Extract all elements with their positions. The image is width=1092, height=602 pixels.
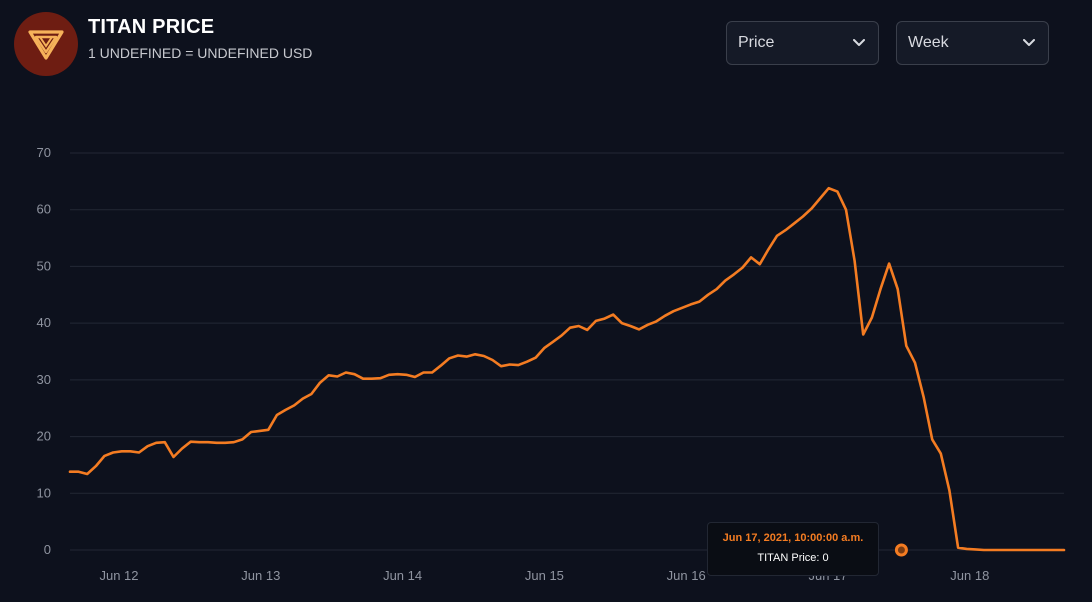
y-tick-label: 50	[37, 258, 51, 273]
chevron-down-icon	[1022, 36, 1036, 50]
x-tick-label: Jun 14	[383, 568, 422, 583]
x-tick-label: Jun 13	[241, 568, 280, 583]
metric-select-value: Price	[738, 34, 775, 51]
y-tick-label: 60	[37, 202, 51, 217]
page-title: TITAN PRICE	[88, 15, 215, 38]
range-select-value: Week	[908, 34, 949, 51]
metric-select[interactable]: Price	[726, 21, 879, 65]
hover-point[interactable]	[894, 543, 908, 557]
y-tick-label: 0	[44, 542, 51, 557]
y-tick-label: 30	[37, 372, 51, 387]
x-tick-label: Jun 15	[525, 568, 564, 583]
y-tick-label: 20	[37, 429, 51, 444]
y-tick-label: 10	[37, 485, 51, 500]
tooltip-date: Jun 17, 2021, 10:00:00 a.m.	[722, 532, 864, 544]
page-subtitle: 1 UNDEFINED = UNDEFINED USD	[88, 44, 313, 61]
series-line[interactable]	[68, 186, 1066, 552]
y-tick-label: 70	[37, 145, 51, 160]
x-tick-label: Jun 12	[99, 568, 138, 583]
x-tick-label: Jun 18	[950, 568, 989, 583]
y-tick-label: 40	[37, 315, 51, 330]
tooltip-value: TITAN Price: 0	[757, 552, 829, 564]
chevron-down-icon	[852, 36, 866, 50]
titan-diamond-icon	[14, 12, 78, 76]
header: TITAN PRICE 1 UNDEFINED = UNDEFINED USD	[14, 12, 312, 76]
range-select[interactable]: Week	[896, 21, 1049, 65]
x-tick-label: Jun 16	[667, 568, 706, 583]
chart-tooltip: Jun 17, 2021, 10:00:00 a.m. TITAN Price:…	[707, 522, 879, 576]
